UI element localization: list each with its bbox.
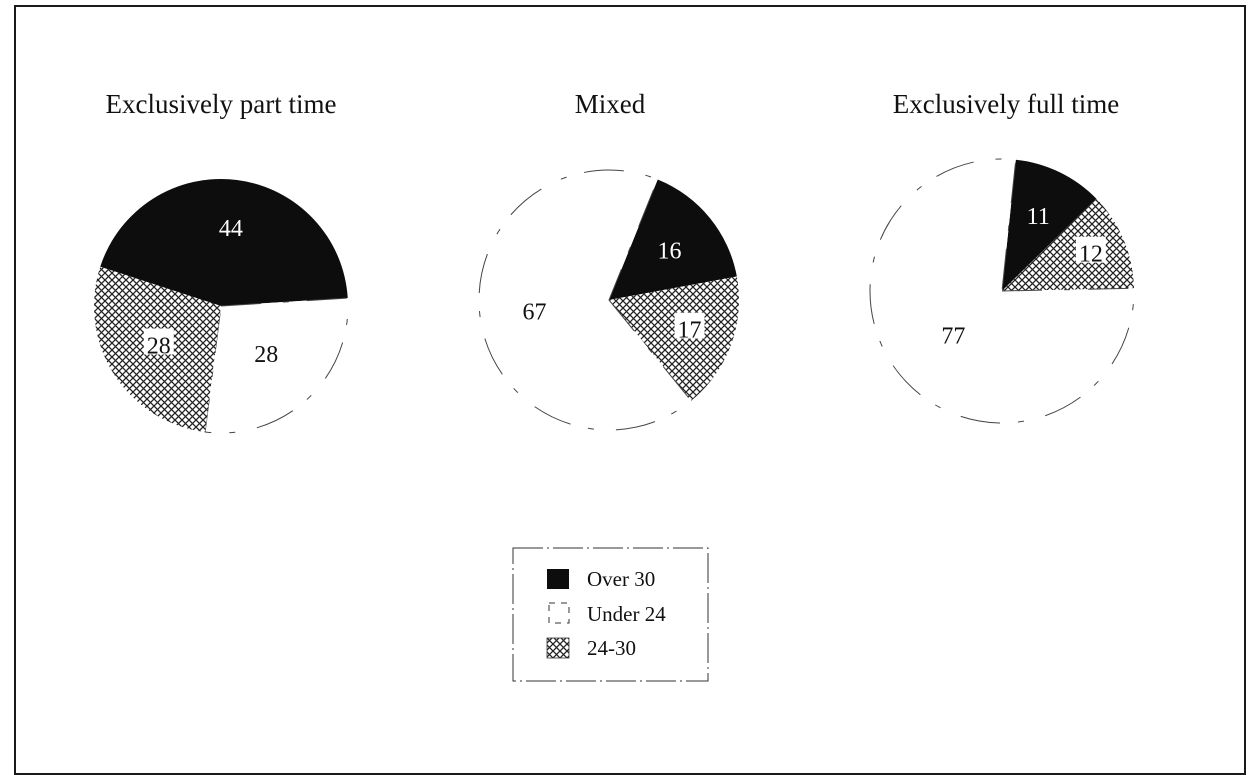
pie-1-label-bg-24-30: [674, 312, 705, 339]
pies-group: 44 28 28 16 17 67 11 12 77: [94, 158, 1135, 434]
pie-1-slice-under-24: [478, 169, 692, 431]
pie-1-value-label-under-24: 67: [522, 299, 546, 325]
pie-2-value-label-over-30: 11: [1027, 204, 1050, 230]
pie-2-label-bg-24-30: [1075, 236, 1106, 263]
pie-0-slice-over-30: [100, 178, 348, 306]
legend: Over 30 Under 24 24-30: [512, 547, 709, 682]
pie-title-full-time: Exclusively full time: [893, 89, 1119, 119]
pie-2-slice-under-24: [869, 158, 1135, 424]
pie-0-label-bg-24-30: [143, 328, 174, 355]
pie-0-value-label-24-30: 28: [147, 333, 171, 359]
legend-swatch-over-30: [547, 569, 569, 589]
pie-1-value-label-over-30: 16: [657, 239, 681, 265]
pie-title-mixed: Mixed: [575, 89, 646, 119]
pie-1-slice-24-30: [609, 276, 739, 401]
pie-1-value-label-24-30: 17: [678, 318, 702, 344]
pie-2-slice-24-30: [1002, 198, 1134, 291]
pie-0-slice-under-24: [204, 297, 349, 434]
legend-label-over-30: Over 30: [587, 567, 655, 591]
pie-0-value-label-over-30: 44: [219, 216, 243, 242]
legend-label-24-30: 24-30: [587, 636, 636, 660]
pie-1-slice-over-30: [609, 179, 737, 300]
pie-2-value-label-24-30: 12: [1079, 242, 1103, 268]
pie-2-value-label-under-24: 77: [941, 324, 965, 350]
legend-box: [512, 547, 709, 682]
pie-title-part-time: Exclusively part time: [106, 89, 337, 119]
legend-label-under-24: Under 24: [587, 602, 666, 626]
legend-swatch-under-24: [548, 602, 570, 624]
legend-swatch-24-30: [546, 637, 570, 659]
pie-2-slice-over-30: [1002, 159, 1097, 291]
pie-0-value-label-under-24: 28: [254, 342, 278, 368]
